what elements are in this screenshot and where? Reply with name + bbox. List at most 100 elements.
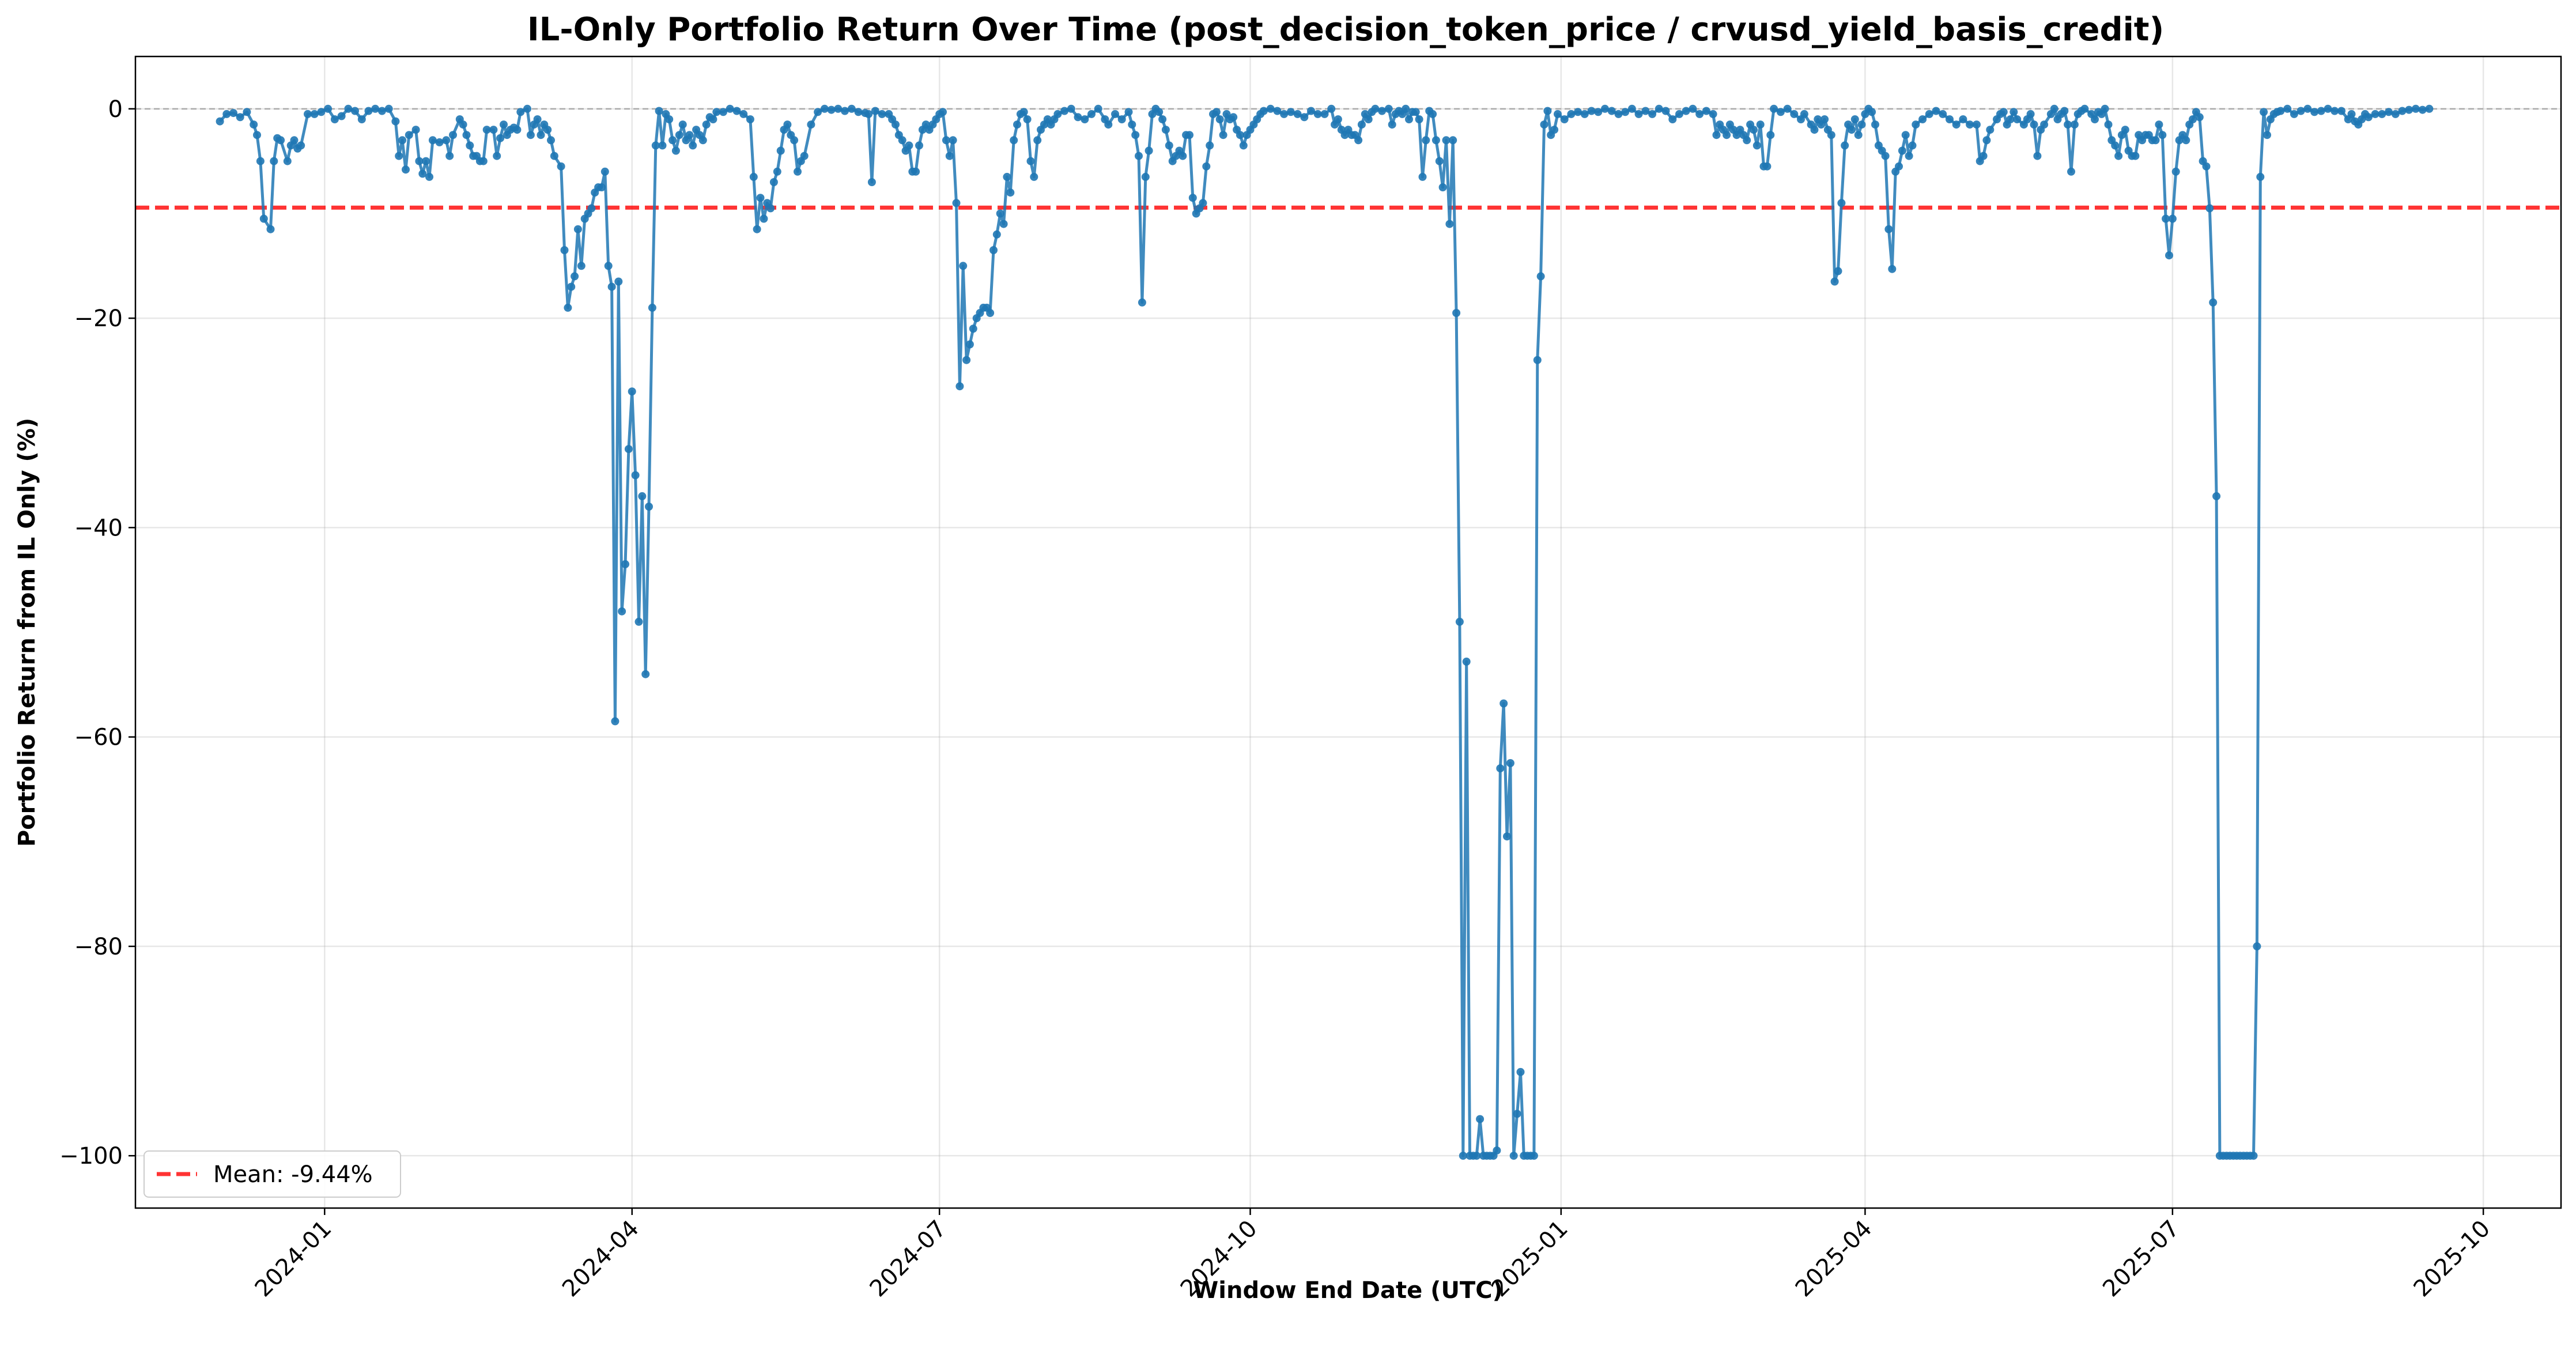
data-point xyxy=(1621,108,1630,116)
data-point xyxy=(1959,115,1967,123)
data-point xyxy=(2371,110,2379,118)
data-point xyxy=(969,324,977,333)
data-point xyxy=(766,204,775,213)
data-point xyxy=(2121,126,2129,134)
data-point xyxy=(1580,110,1589,118)
data-point xyxy=(1756,120,1765,129)
data-point xyxy=(324,104,333,113)
data-point xyxy=(854,108,863,116)
data-point xyxy=(1286,108,1295,116)
data-point xyxy=(283,157,292,165)
data-point xyxy=(1506,759,1514,767)
data-point xyxy=(655,107,663,115)
data-point xyxy=(2026,110,2035,118)
data-point xyxy=(756,194,765,202)
data-point xyxy=(1881,152,1890,160)
data-point xyxy=(513,126,522,134)
data-point xyxy=(391,117,400,126)
data-point xyxy=(500,120,508,129)
data-point xyxy=(1431,136,1440,145)
data-point xyxy=(698,136,707,145)
data-point xyxy=(847,104,856,113)
data-point xyxy=(1496,764,1505,773)
data-point xyxy=(746,115,754,123)
data-point xyxy=(1462,657,1471,666)
data-point xyxy=(942,136,950,145)
data-point xyxy=(1266,104,1275,113)
series-layer xyxy=(216,104,2434,1160)
data-point xyxy=(395,152,403,160)
data-point xyxy=(577,262,586,270)
data-point xyxy=(2182,136,2190,145)
data-point xyxy=(1594,108,1603,116)
data-point xyxy=(2212,492,2221,500)
data-point xyxy=(678,120,687,129)
data-point xyxy=(1060,107,1069,115)
data-point xyxy=(229,109,237,118)
data-point xyxy=(2425,104,2434,113)
data-point xyxy=(1712,131,1721,139)
data-point xyxy=(1104,120,1113,129)
data-point xyxy=(1689,104,1697,113)
data-point xyxy=(259,214,268,223)
data-point xyxy=(1388,120,1396,129)
data-point xyxy=(1675,110,1683,118)
data-point xyxy=(449,131,457,139)
data-point xyxy=(996,209,1004,218)
data-point xyxy=(607,282,616,291)
data-point xyxy=(800,152,809,160)
data-point xyxy=(1215,115,1224,123)
data-point xyxy=(1641,107,1650,115)
data-point xyxy=(1033,136,1042,145)
data-point xyxy=(526,131,535,139)
data-point xyxy=(1516,1067,1525,1076)
data-point xyxy=(1165,141,1173,150)
data-point xyxy=(1888,265,1897,273)
data-point xyxy=(2067,167,2075,176)
data-point xyxy=(236,113,244,122)
data-point xyxy=(1124,108,1133,116)
data-point xyxy=(1810,126,1819,134)
data-point xyxy=(1830,277,1839,286)
data-point xyxy=(1219,131,1227,139)
data-point xyxy=(668,136,677,145)
data-point xyxy=(377,107,386,115)
data-point xyxy=(402,165,410,174)
data-point xyxy=(571,272,579,281)
data-point xyxy=(1550,126,1559,134)
data-point xyxy=(1455,617,1464,626)
data-point xyxy=(1925,110,1933,118)
data-point xyxy=(1313,110,1322,118)
data-point xyxy=(1141,172,1150,181)
data-point xyxy=(999,220,1008,228)
data-point xyxy=(1750,126,1758,134)
data-point xyxy=(1668,115,1677,123)
data-point xyxy=(2337,107,2345,115)
data-point xyxy=(2070,120,2079,129)
data-point xyxy=(827,105,836,114)
data-point xyxy=(1357,120,1366,129)
data-point xyxy=(992,230,1001,239)
data-point xyxy=(1307,107,1315,115)
data-point xyxy=(1415,115,1423,123)
data-point xyxy=(945,152,954,160)
data-point xyxy=(2104,120,2113,129)
data-point xyxy=(2033,152,2042,160)
data-point xyxy=(675,131,683,139)
data-point xyxy=(2151,136,2160,145)
chart-title: IL-Only Portfolio Return Over Time (post… xyxy=(527,11,2164,48)
y-tick-label: −60 xyxy=(74,724,123,751)
grid-lines xyxy=(135,56,2561,1208)
data-point xyxy=(1435,157,1444,165)
data-point xyxy=(587,204,596,213)
data-point xyxy=(1868,108,1876,116)
data-point xyxy=(1429,110,1437,118)
data-point xyxy=(1280,110,1289,118)
data-point xyxy=(428,136,437,145)
data-point xyxy=(357,115,366,123)
data-point xyxy=(871,107,879,115)
data-point xyxy=(1472,1152,1481,1160)
data-point xyxy=(1418,172,1427,181)
data-point xyxy=(1145,146,1153,155)
data-point xyxy=(1972,120,1981,129)
